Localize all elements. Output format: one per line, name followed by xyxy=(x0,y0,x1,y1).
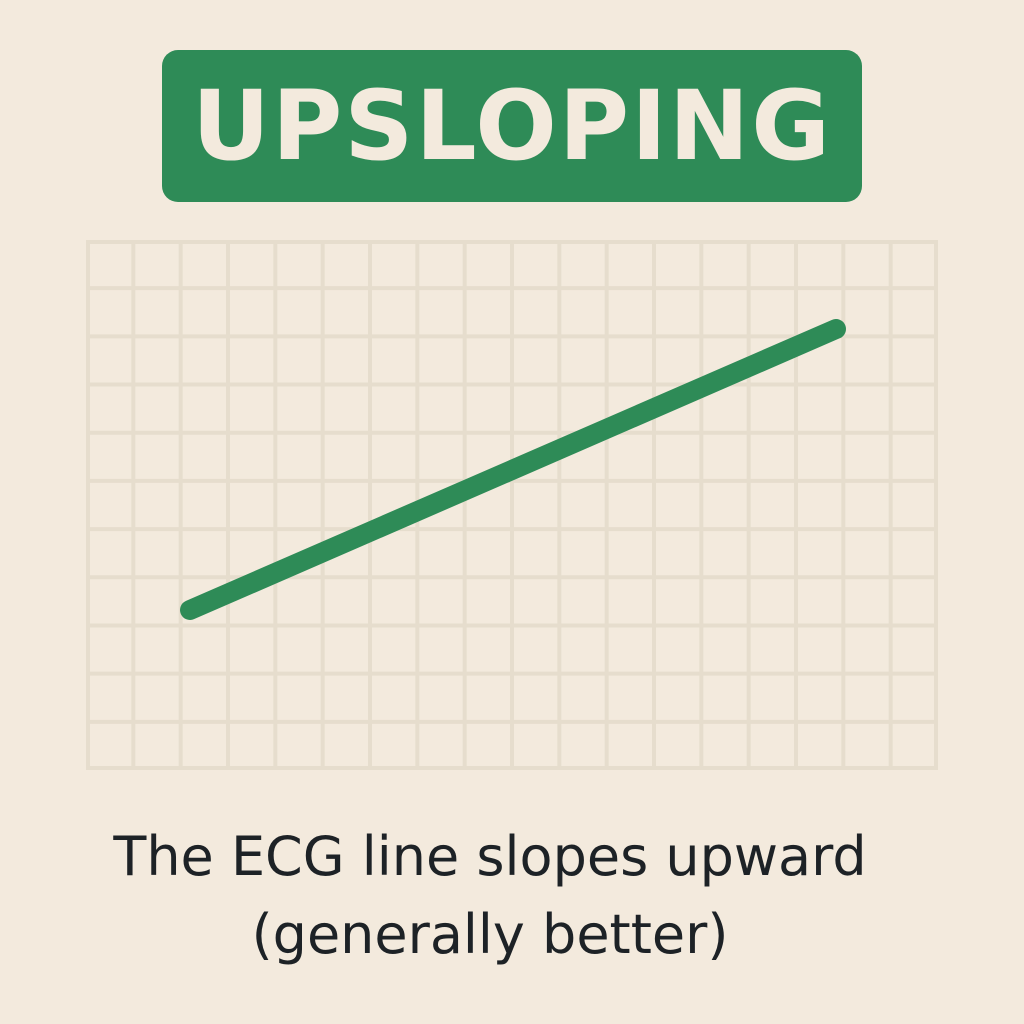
caption-line-1: The ECG line slopes upward xyxy=(113,825,867,888)
ecg-grid-svg xyxy=(86,240,938,770)
ecg-grid xyxy=(86,240,938,770)
title-text: UPSLOPING xyxy=(191,70,833,182)
grid-lines xyxy=(86,240,938,770)
ecg-upsloping-line xyxy=(180,319,846,620)
title-badge: UPSLOPING xyxy=(162,50,862,202)
caption: The ECG line slopes upward (generally be… xyxy=(0,818,980,974)
caption-line-2: (generally better) xyxy=(251,903,729,966)
